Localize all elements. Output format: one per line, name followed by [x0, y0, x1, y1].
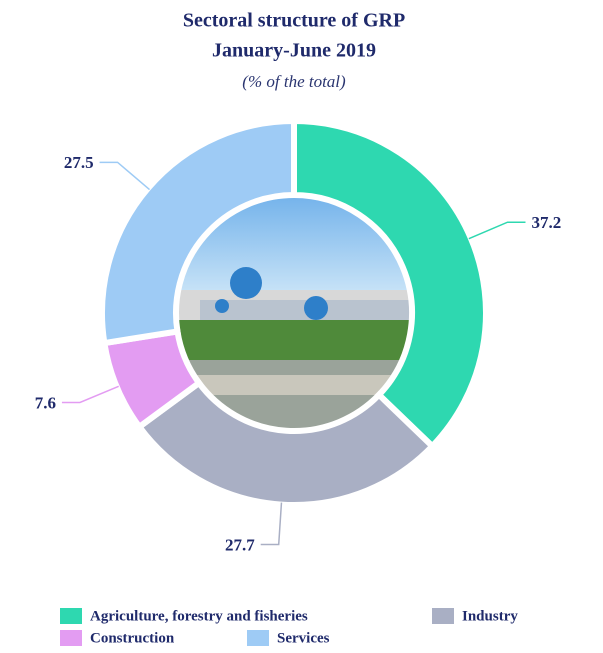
leader-line [62, 386, 119, 402]
legend-swatch [247, 630, 269, 646]
leader-line [469, 222, 526, 238]
legend-label: Agriculture, forestry and fisheries [90, 608, 308, 624]
legend-label: Industry [462, 608, 518, 624]
chart: Sectoral structure of GRP January-June 2… [0, 0, 603, 648]
legend-swatch [60, 630, 82, 646]
legend-swatch [432, 608, 454, 624]
legend-label: Construction [90, 630, 175, 646]
value-label: 37.2 [531, 213, 561, 232]
legend-swatch [60, 608, 82, 624]
leader-line [261, 503, 282, 545]
value-label: 27.5 [64, 153, 94, 172]
chart-title: Sectoral structure of GRP [183, 10, 405, 32]
value-label: 7.6 [35, 393, 56, 412]
legend-label: Services [277, 630, 330, 646]
chart-note: (% of the total) [242, 72, 346, 91]
leader-line [100, 162, 150, 189]
chart-subtitle: January-June 2019 [212, 40, 376, 62]
value-label: 27.7 [225, 535, 255, 554]
